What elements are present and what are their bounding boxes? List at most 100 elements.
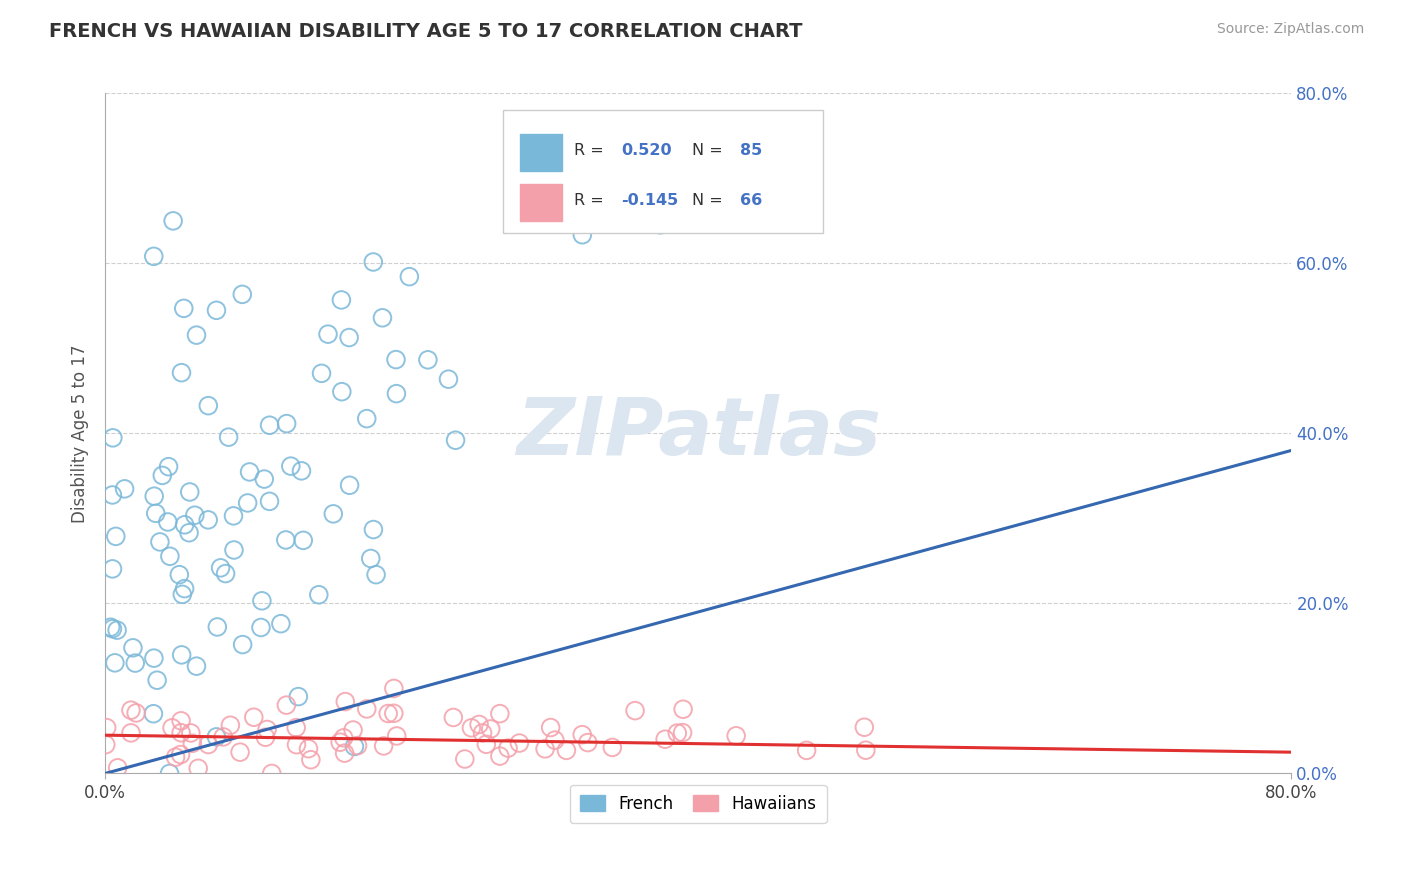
Point (671, 725, 693, 739)
Point (382, 706, 405, 721)
Point (308, 588, 330, 602)
Point (222, 508, 245, 523)
Text: FRENCH VS HAWAIIAN DISABILITY AGE 5 TO 17 CORRELATION CHART: FRENCH VS HAWAIIAN DISABILITY AGE 5 TO 1… (49, 22, 803, 41)
Point (475, 737, 498, 751)
Point (181, 736, 204, 750)
Point (143, 489, 166, 503)
Text: 0.520: 0.520 (621, 144, 672, 158)
Point (197, 399, 219, 413)
Point (214, 566, 236, 581)
Point (853, 720, 876, 734)
Point (120, 703, 142, 717)
Point (180, 726, 202, 740)
Point (114, 482, 136, 496)
Point (555, 743, 578, 757)
Point (142, 706, 165, 721)
Point (101, 488, 124, 502)
Point (855, 743, 877, 757)
Point (356, 411, 378, 425)
Point (186, 328, 208, 343)
Point (259, 494, 281, 508)
Point (385, 352, 408, 367)
Point (332, 731, 354, 745)
Point (173, 301, 195, 316)
Point (124, 656, 146, 670)
Point (454, 752, 477, 766)
Point (460, 721, 482, 735)
Text: N =: N = (692, 144, 728, 158)
Point (101, 622, 124, 636)
Point (496, 741, 519, 756)
Point (316, 327, 339, 342)
Point (534, 742, 557, 756)
Point (162, 214, 184, 228)
Point (471, 726, 494, 740)
Point (330, 293, 353, 307)
Point (292, 533, 315, 548)
Point (205, 303, 228, 318)
Point (222, 543, 245, 558)
Point (173, 582, 195, 596)
Point (377, 706, 399, 721)
Bar (520, 184, 562, 221)
Point (280, 459, 302, 474)
Point (489, 706, 512, 721)
Point (725, 729, 748, 743)
Point (329, 735, 352, 749)
Point (489, 749, 512, 764)
Point (122, 640, 145, 655)
Point (270, 616, 292, 631)
Point (149, 535, 172, 549)
Point (101, 431, 124, 445)
Point (311, 367, 333, 381)
Point (125, 706, 148, 720)
Point (170, 714, 193, 728)
Point (169, 567, 191, 582)
Text: N =: N = (692, 193, 728, 208)
Point (173, 517, 195, 532)
Point (184, 508, 207, 523)
Legend: French, Hawaiians: French, Hawaiians (569, 785, 827, 823)
Text: Source: ZipAtlas.com: Source: ZipAtlas.com (1216, 22, 1364, 37)
Point (335, 695, 357, 709)
Point (333, 746, 356, 760)
Point (177, 525, 200, 540)
Point (385, 729, 408, 743)
Text: 85: 85 (740, 144, 762, 158)
Point (796, 743, 818, 757)
Point (360, 551, 382, 566)
Point (165, 750, 187, 764)
Text: R =: R = (574, 193, 609, 208)
Point (342, 723, 364, 737)
Point (145, 506, 167, 520)
Point (209, 561, 232, 575)
Point (157, 459, 180, 474)
Point (94, 738, 117, 752)
Point (290, 464, 312, 478)
Point (187, 761, 209, 775)
FancyBboxPatch shape (502, 111, 823, 233)
Point (229, 745, 252, 759)
Point (243, 710, 266, 724)
Y-axis label: Disability Age 5 to 17: Disability Age 5 to 17 (72, 344, 89, 523)
Point (219, 718, 242, 732)
Point (169, 747, 191, 762)
Point (356, 702, 378, 716)
Point (544, 733, 567, 747)
Point (371, 310, 394, 325)
Point (437, 372, 460, 386)
Point (104, 529, 127, 543)
Point (364, 567, 387, 582)
Point (238, 465, 260, 479)
Point (120, 726, 142, 740)
Point (576, 736, 599, 750)
Point (602, 740, 624, 755)
Point (571, 728, 593, 742)
Point (156, 515, 179, 529)
Point (274, 533, 297, 547)
Text: ZIPatlas: ZIPatlas (516, 394, 880, 473)
Point (363, 523, 385, 537)
Bar (520, 134, 562, 171)
Point (236, 496, 259, 510)
Point (170, 725, 193, 739)
